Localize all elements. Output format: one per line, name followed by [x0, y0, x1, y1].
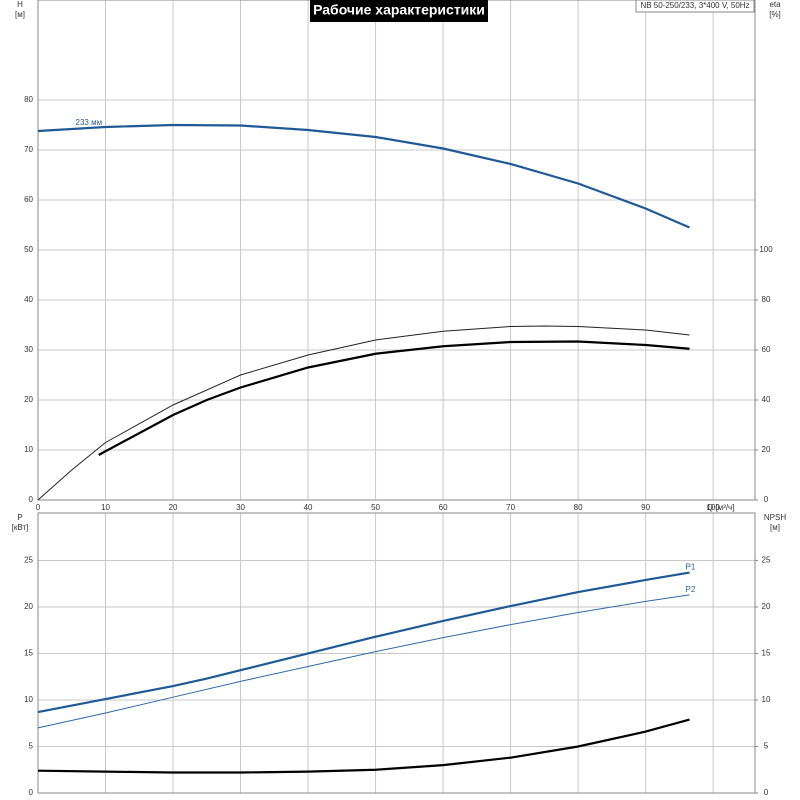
- y-tick-label: 5: [29, 742, 34, 751]
- y-tick-label: 30: [24, 345, 33, 354]
- y-tick-label: 80: [24, 95, 33, 104]
- y2-axis-label: eta: [769, 0, 781, 9]
- title-box: [310, 0, 488, 22]
- x-tick-label: 80: [574, 503, 583, 512]
- curve: [37, 571, 690, 714]
- curve: [37, 325, 690, 501]
- y-tick-label: 10: [24, 695, 33, 704]
- chart-title: Рабочие характеристики: [313, 2, 485, 18]
- x-tick-label: 30: [236, 503, 245, 512]
- y-axis-label: P: [17, 513, 22, 522]
- y2-tick-label: 5: [764, 742, 769, 751]
- model-box: [635, 0, 755, 13]
- curve: [37, 718, 690, 774]
- y-tick-label: 50: [24, 245, 33, 254]
- x-tick-label: 20: [169, 503, 178, 512]
- y-axis-label: H: [17, 0, 23, 9]
- curve-label: P2: [686, 585, 696, 594]
- y2-tick-label: 80: [762, 295, 771, 304]
- y2-tick-label: 40: [762, 395, 771, 404]
- x-tick-label: 50: [371, 503, 380, 512]
- curve: [37, 594, 690, 729]
- y-tick-label: 10: [24, 445, 33, 454]
- y-tick-label: 20: [24, 602, 33, 611]
- y2-tick-label: 100: [759, 245, 773, 254]
- y2-tick-label: 0: [764, 495, 769, 504]
- curve-label: P1: [686, 563, 696, 572]
- y-axis-unit: [м]: [15, 10, 25, 19]
- y-tick-label: 70: [24, 145, 33, 154]
- y-tick-label: 40: [24, 295, 33, 304]
- curve-label: 233 мм: [76, 118, 103, 127]
- y2-tick-label: 0: [764, 788, 769, 797]
- y2-axis-unit: [м]: [770, 523, 780, 532]
- y2-tick-label: 60: [762, 345, 771, 354]
- x-tick-label: 90: [641, 503, 650, 512]
- y-tick-label: 60: [24, 195, 33, 204]
- y2-tick-label: 25: [762, 556, 771, 565]
- model-label: NB 50-250/233, 3*400 V, 50Hz: [640, 1, 749, 10]
- x-tick-label: 70: [506, 503, 515, 512]
- y-tick-label: 0: [29, 495, 34, 504]
- y2-tick-label: 10: [762, 695, 771, 704]
- x-axis-label: Q [м³/ч]: [707, 503, 734, 512]
- y2-tick-label: 15: [762, 649, 771, 658]
- plot-frame: [37, 512, 756, 794]
- y-tick-label: 20: [24, 395, 33, 404]
- y-tick-label: 15: [24, 649, 33, 658]
- x-tick-label: 40: [304, 503, 313, 512]
- curve: [98, 340, 690, 456]
- x-tick-label: 60: [439, 503, 448, 512]
- plot-frame: [37, 0, 756, 501]
- y2-axis-unit: [%]: [769, 10, 781, 19]
- y-axis-unit: [кВт]: [12, 523, 29, 532]
- y2-tick-label: 20: [762, 602, 771, 611]
- y2-tick-label: 20: [762, 445, 771, 454]
- x-tick-label: 0: [36, 503, 41, 512]
- x-tick-label: 10: [101, 503, 110, 512]
- y-tick-label: 0: [29, 788, 34, 797]
- x-tick-label: 100: [706, 503, 720, 512]
- y-tick-label: 25: [24, 556, 33, 565]
- y2-axis-label: NPSH: [764, 513, 786, 522]
- curve: [37, 123, 690, 229]
